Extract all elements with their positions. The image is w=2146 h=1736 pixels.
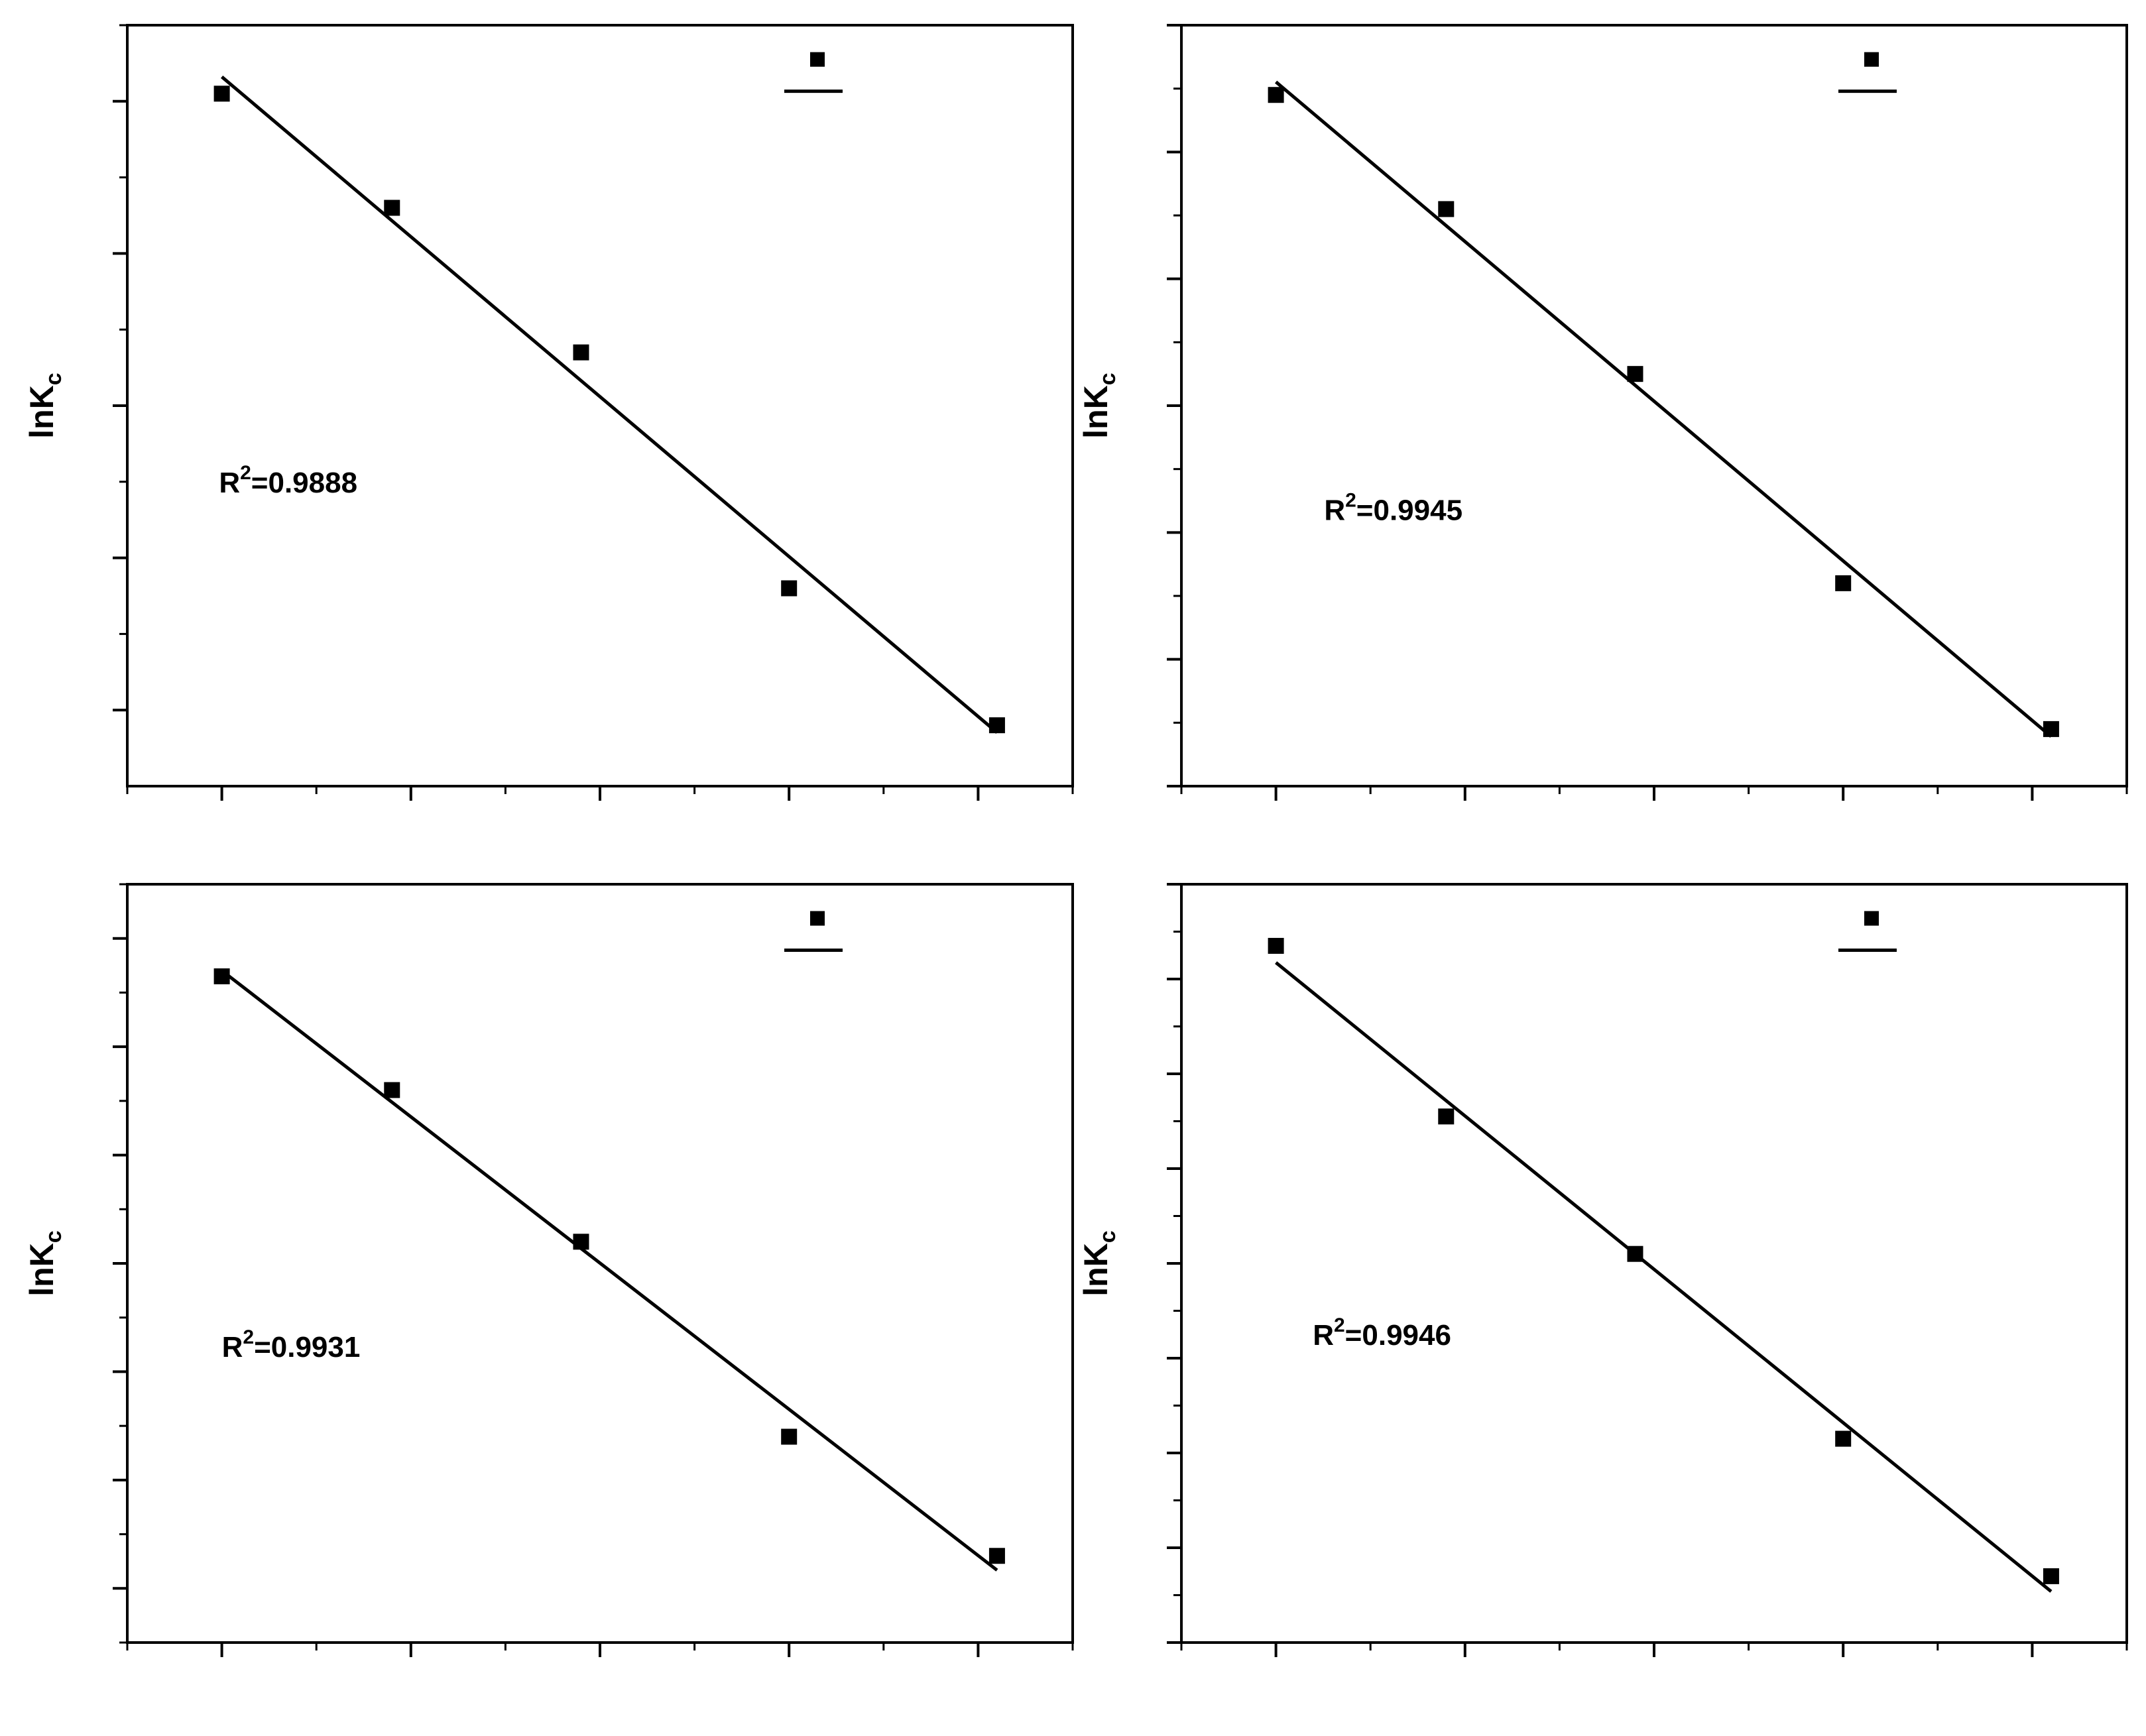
data-point	[1835, 1430, 1852, 1447]
fit-line	[1274, 80, 2053, 738]
panel-a: lnKc R2=0.9888	[23, 24, 1074, 801]
data-point	[213, 86, 230, 102]
r-squared-superscript: 2	[243, 1326, 254, 1348]
legend-marker	[809, 52, 825, 67]
y-axis-label: lnKc	[1077, 1230, 1120, 1296]
r-squared-superscript: 2	[1345, 489, 1356, 511]
r-squared-value: =0.9945	[1356, 494, 1462, 526]
data-point	[781, 580, 798, 597]
panel-d: lnKc R2=0.9946	[1077, 883, 2128, 1657]
data-point	[213, 968, 230, 984]
data-point	[573, 1234, 589, 1250]
data-point	[988, 1548, 1005, 1564]
y-axis-label-main: lnK	[1077, 1243, 1114, 1297]
panel-c: lnKc R2=0.9931	[23, 883, 1074, 1657]
r-squared-value: =0.9931	[254, 1331, 360, 1363]
data-point	[573, 344, 589, 361]
y-axis-label: lnKc	[23, 373, 66, 438]
data-point	[384, 1082, 400, 1098]
data-point	[1438, 1108, 1455, 1125]
r-squared-value: =0.9888	[251, 467, 357, 499]
y-axis-label: lnKc	[1077, 373, 1120, 438]
fit-line	[221, 969, 998, 1572]
data-point	[988, 717, 1005, 734]
legend-marker	[1864, 911, 1879, 926]
panel-b: lnKc R2=0.9945	[1077, 24, 2128, 801]
r-squared: R2=0.9888	[219, 462, 357, 499]
r-squared-value: =0.9946	[1345, 1319, 1451, 1352]
y-axis-label-subscript: c	[1095, 1230, 1120, 1243]
y-axis-label-main: lnK	[23, 1243, 60, 1297]
y-axis-label-subscript: c	[41, 1230, 66, 1243]
y-axis-label-subscript: c	[41, 373, 66, 385]
plot-frame	[126, 24, 1074, 787]
r-squared-letter: R	[1313, 1319, 1334, 1352]
y-axis-label-subscript: c	[1095, 373, 1120, 385]
legend-marker	[809, 911, 825, 926]
r-squared-letter: R	[1324, 494, 1345, 526]
fit-line	[1275, 961, 2053, 1593]
y-axis-label-main: lnK	[1077, 385, 1114, 439]
r-squared-superscript: 2	[1334, 1314, 1345, 1336]
data-point	[1268, 937, 1284, 954]
plot-frame	[1180, 24, 2128, 787]
y-axis-label: lnKc	[23, 1230, 66, 1296]
r-squared: R2=0.9931	[222, 1326, 361, 1363]
data-point	[1627, 1245, 1643, 1262]
data-point	[1835, 575, 1852, 591]
data-point	[1268, 87, 1284, 103]
r-squared-superscript: 2	[240, 462, 251, 484]
y-axis-label-main: lnK	[23, 385, 60, 439]
r-squared-letter: R	[219, 467, 240, 499]
legend-marker	[1864, 52, 1879, 67]
data-point	[384, 200, 400, 216]
data-point	[1438, 201, 1455, 217]
fit-line	[220, 76, 998, 734]
r-squared: R2=0.9945	[1324, 489, 1462, 526]
data-point	[1627, 366, 1643, 382]
data-point	[781, 1428, 798, 1445]
plot-frame	[1180, 883, 2128, 1644]
data-point	[2043, 1568, 2059, 1584]
r-squared: R2=0.9946	[1313, 1314, 1451, 1352]
data-point	[2043, 721, 2059, 737]
r-squared-letter: R	[222, 1331, 243, 1363]
